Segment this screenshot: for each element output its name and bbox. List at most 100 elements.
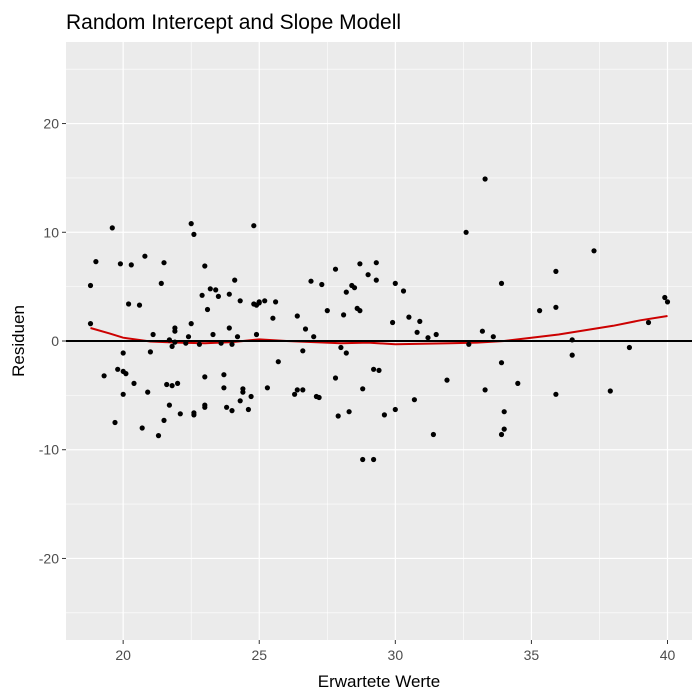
data-point bbox=[292, 391, 298, 397]
data-point bbox=[150, 331, 156, 338]
data-point bbox=[324, 308, 330, 314]
data-point bbox=[202, 404, 208, 410]
data-point bbox=[218, 340, 224, 346]
data-point bbox=[501, 426, 507, 432]
data-point bbox=[131, 380, 137, 386]
data-point bbox=[139, 425, 145, 431]
data-point bbox=[308, 278, 314, 284]
data-point bbox=[406, 314, 412, 320]
data-point bbox=[262, 298, 268, 304]
data-point bbox=[240, 386, 246, 392]
data-point bbox=[226, 325, 232, 331]
data-point bbox=[207, 286, 213, 292]
data-point bbox=[169, 343, 175, 349]
data-point bbox=[371, 366, 377, 372]
data-point bbox=[332, 375, 339, 381]
y-tick-label: -10 bbox=[39, 442, 59, 458]
data-point bbox=[553, 304, 559, 310]
data-point bbox=[128, 262, 134, 268]
data-point bbox=[123, 371, 129, 377]
data-point bbox=[417, 318, 423, 324]
data-point bbox=[537, 308, 543, 314]
data-point bbox=[645, 319, 652, 326]
data-point bbox=[87, 282, 94, 289]
data-point bbox=[381, 412, 387, 418]
data-point bbox=[376, 367, 382, 373]
data-point bbox=[275, 359, 281, 365]
data-point bbox=[109, 225, 115, 231]
data-point bbox=[430, 431, 436, 438]
data-point bbox=[360, 456, 366, 463]
x-tick-label: 20 bbox=[115, 647, 131, 663]
data-point bbox=[335, 413, 341, 419]
data-point bbox=[338, 344, 344, 351]
data-point bbox=[482, 387, 488, 393]
y-axis-title: Residuen bbox=[9, 305, 28, 377]
data-point bbox=[188, 221, 194, 227]
data-point bbox=[229, 341, 235, 347]
data-point bbox=[300, 387, 306, 393]
data-point bbox=[360, 386, 366, 392]
data-point bbox=[253, 331, 260, 338]
data-point bbox=[117, 261, 123, 267]
data-point bbox=[199, 292, 205, 298]
data-point bbox=[319, 281, 325, 288]
data-point bbox=[188, 321, 194, 327]
data-point bbox=[351, 285, 358, 291]
data-point bbox=[126, 301, 132, 307]
data-point bbox=[224, 404, 230, 410]
data-point bbox=[343, 350, 349, 356]
x-axis-ticks: 20 25 30 35 40 bbox=[115, 640, 676, 663]
data-point bbox=[411, 397, 417, 403]
data-point bbox=[294, 387, 300, 393]
data-point bbox=[221, 372, 227, 378]
data-point bbox=[390, 319, 396, 326]
data-point bbox=[142, 253, 148, 259]
data-point bbox=[357, 308, 363, 314]
data-point bbox=[373, 277, 379, 283]
data-point bbox=[664, 299, 671, 305]
data-point bbox=[591, 248, 597, 254]
data-point bbox=[294, 313, 300, 319]
data-point bbox=[311, 334, 317, 340]
data-point bbox=[185, 334, 192, 340]
data-point bbox=[553, 268, 559, 274]
data-point bbox=[155, 433, 162, 439]
data-point bbox=[147, 349, 153, 355]
data-point bbox=[191, 231, 197, 237]
data-point bbox=[607, 388, 613, 394]
x-axis-title: Erwartete Werte bbox=[318, 672, 441, 691]
data-point bbox=[158, 280, 164, 286]
data-point bbox=[221, 385, 227, 391]
data-point bbox=[237, 298, 243, 304]
data-point bbox=[302, 326, 309, 332]
data-point bbox=[101, 373, 107, 379]
data-point bbox=[569, 352, 575, 358]
y-tick-label: 0 bbox=[51, 333, 59, 349]
data-point bbox=[112, 419, 118, 426]
data-point bbox=[332, 266, 339, 272]
data-point bbox=[166, 337, 172, 343]
data-point bbox=[343, 289, 349, 295]
data-point bbox=[553, 391, 559, 397]
data-point bbox=[498, 360, 505, 366]
data-point bbox=[300, 348, 306, 354]
data-point bbox=[175, 380, 181, 386]
data-point bbox=[341, 312, 347, 318]
data-point bbox=[166, 402, 172, 408]
data-point bbox=[161, 260, 167, 266]
y-tick-label: 10 bbox=[43, 224, 59, 240]
data-point bbox=[172, 325, 178, 331]
x-tick-label: 40 bbox=[660, 647, 676, 663]
data-point bbox=[120, 391, 126, 397]
data-point bbox=[196, 341, 202, 347]
data-point bbox=[115, 366, 121, 372]
data-point bbox=[210, 331, 216, 338]
data-point bbox=[515, 380, 521, 386]
data-point bbox=[234, 334, 241, 340]
data-point bbox=[373, 260, 379, 266]
data-point bbox=[248, 393, 254, 400]
data-point bbox=[226, 291, 232, 297]
data-point bbox=[120, 350, 126, 356]
data-point bbox=[365, 272, 371, 278]
